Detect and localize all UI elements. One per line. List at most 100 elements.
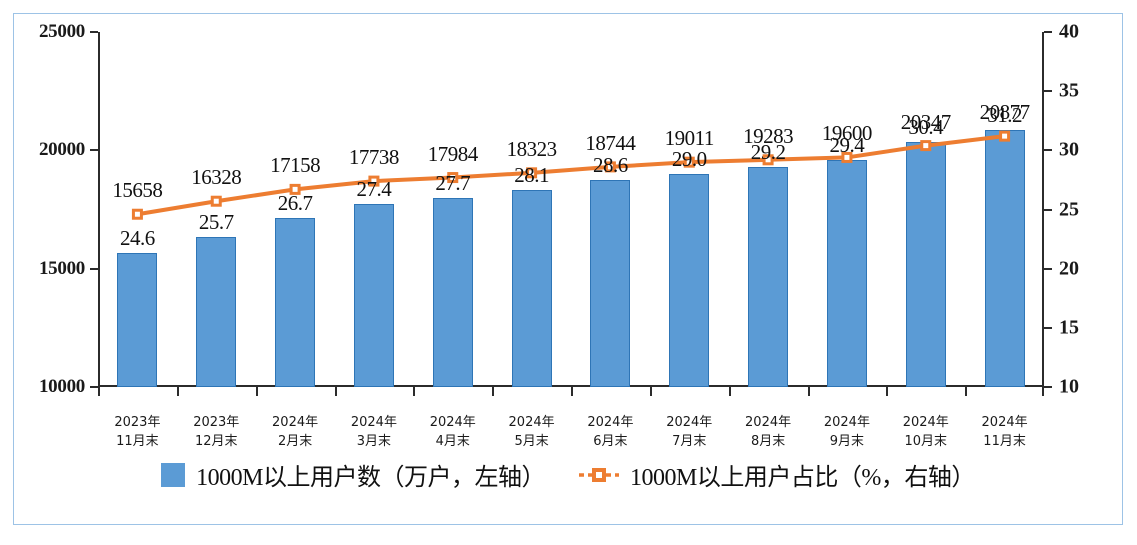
category-tick [255,387,258,396]
bar-value-label: 19600 [821,121,873,146]
bar [826,159,867,387]
category-label-year: 2024年 [902,415,949,430]
right-axis-line [1042,32,1044,387]
bar [275,217,316,387]
left-axis-line [98,32,100,387]
bar-swatch-icon [161,462,186,487]
category-label-year: 2024年 [272,415,319,430]
bar-value-label: 17158 [270,153,321,178]
category-label-year: 2024年 [981,415,1028,430]
left-tick-label: 10000 [38,376,85,397]
line-marker-icon [579,467,619,483]
line-value-label: 29.2 [750,140,786,165]
right-tick [1044,386,1052,388]
category-label-year: 2024年 [587,415,634,430]
category-label-year: 2024年 [666,415,713,430]
line-value-label: 29.4 [829,132,865,157]
plot-area: 10000 15000 20000 25000 10 15 20 25 30 35 40 1565… [39,21,1079,449]
category-label: 2024年 11月末 [982,414,1028,452]
bar-value-label: 17984 [427,141,479,166]
bar-value-label: 19011 [664,126,715,151]
category-label-month: 8月末 [750,433,786,449]
left-tick-label: 15000 [38,257,85,279]
line-marker-center [134,211,140,217]
category-label: 2023年 11月末 [114,414,160,452]
legend-label-line: 1000M以上用户占比（%，右轴） [630,465,975,491]
category-tick [334,387,337,396]
category-label: 2024年 7月末 [666,414,712,452]
bar [669,173,710,387]
bar-value-label: 15658 [112,178,163,203]
category-label: 2024年 3月末 [351,414,397,452]
bar [905,142,946,387]
bar [432,198,473,387]
bar-value-label: 17738 [348,145,400,170]
bar [984,129,1025,387]
right-tick-label: 20 [1059,257,1079,280]
line-value-label: 29.0 [671,146,707,171]
category-tick [413,387,416,396]
line-markers [131,130,1011,220]
category-label-month: 7月末 [672,433,707,449]
right-tick-label: 30 [1059,138,1079,161]
category-tick [807,387,810,396]
bar-value-label: 18744 [585,130,636,155]
category-tick [98,387,100,396]
bar [196,237,237,387]
chart-legend: 1000M以上用户数（万户，左轴） 1000M以上用户占比（%，右轴） [14,457,1122,492]
right-tick [1044,208,1052,211]
category-tick [1042,387,1044,396]
left-tick-label: 25000 [38,21,85,42]
category-label-month: 4月末 [435,433,470,449]
line-path [135,134,1007,217]
category-label-year: 2024年 [745,415,792,430]
line-value-label: 26.7 [277,190,313,215]
category-label: 2024年 8月末 [745,414,791,452]
category-label: 2024年 2月末 [272,414,318,452]
line-marker [210,195,222,207]
bar [353,203,394,387]
line-value-label: 27.7 [435,171,471,196]
category-label-month: 5月末 [514,433,549,449]
category-tick [965,387,968,396]
left-tick [90,149,98,152]
category-label: 2024年 6月末 [587,414,633,452]
bar-value-label: 20347 [900,109,952,134]
category-label-month: 11月末 [116,433,159,449]
bar-value-label: 18323 [506,136,558,161]
bar [511,190,552,387]
legend-item-line[interactable]: 1000M以上用户占比（%，右轴） [579,457,975,492]
category-label-year: 2024年 [350,415,397,430]
bar-value-label: 19283 [743,123,794,148]
right-tick-label: 25 [1059,198,1079,220]
bar [748,167,789,387]
category-label-year: 2024年 [823,415,870,430]
bar [117,253,158,387]
legend-item-bar[interactable]: 1000M以上用户数（万户，左轴） [161,457,545,492]
chart-frame: 10000 15000 20000 25000 10 15 20 25 30 35 40 1565… [13,13,1123,525]
left-tick [90,31,98,33]
line-value-label: 28.6 [593,153,628,178]
category-tick [649,387,652,396]
category-label-month: 9月末 [829,433,865,449]
category-tick [176,387,179,396]
line-value-label: 28.1 [514,163,549,188]
left-tick [90,386,98,388]
category-tick [492,387,495,396]
right-tick-label: 35 [1059,79,1079,102]
right-tick [1044,267,1052,270]
category-label-month: 11月末 [983,433,1026,449]
line-marker-center [213,198,219,204]
right-tick [1044,31,1052,33]
category-label: 2024年 9月末 [824,414,870,452]
category-label-year: 2024年 [508,415,555,430]
category-label-year: 2023年 [193,415,240,430]
category-tick [728,387,731,396]
category-label: 2024年 5月末 [509,414,555,452]
category-label-month: 2月末 [277,433,313,449]
bar-value-label: 20877 [979,100,1031,125]
line-value-label: 27.4 [356,176,392,201]
legend-label-bar: 1000M以上用户数（万户，左轴） [196,465,545,491]
line-marker [131,208,143,220]
category-tick [571,387,573,396]
